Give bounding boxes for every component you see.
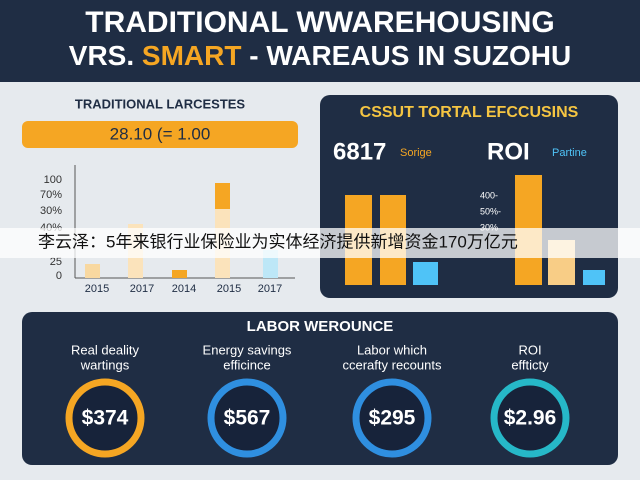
caption-band <box>0 228 640 258</box>
item-label: wartings <box>80 357 130 372</box>
bar <box>85 264 100 278</box>
y-label: 30% <box>40 205 62 217</box>
item-value: $567 <box>224 407 271 430</box>
item-label: effticty <box>511 357 549 372</box>
stat-label: Partine <box>552 147 587 159</box>
axis-label: 400- <box>480 190 498 200</box>
x-label: 2015 <box>217 283 241 295</box>
panel-title: CSSUT TORTAL EFCCUSINS <box>360 104 579 121</box>
item-label: ROI <box>518 342 541 357</box>
stat-value: ROI <box>487 138 530 165</box>
item-label: Labor which <box>357 342 427 357</box>
bar <box>413 262 438 285</box>
header-band <box>0 0 640 82</box>
banner-text: 28.10 (= 1.00 <box>110 124 211 143</box>
x-label: 2017 <box>130 283 154 295</box>
ring <box>65 378 145 458</box>
header-title: TRADITIONAL WWAREHOUSING <box>85 6 554 39</box>
ring <box>490 378 570 458</box>
item-value: $2.96 <box>504 407 557 430</box>
axis-label: 50%- <box>480 206 501 216</box>
y-label: 25 <box>50 256 62 268</box>
x-label: 2014 <box>172 283 196 295</box>
x-label: 2017 <box>258 283 282 295</box>
bar <box>583 270 605 285</box>
item-label: ccerafty recounts <box>343 357 442 372</box>
y-label: 70% <box>40 189 62 201</box>
item-value: $295 <box>369 407 416 430</box>
bar <box>172 270 187 278</box>
header-subtitle: VRS. SMART - WAREAUS IN SUZOHU <box>69 40 571 71</box>
y-label: 100 <box>44 174 62 186</box>
title-highlight: SMART <box>142 40 242 71</box>
bottom-panel <box>22 312 618 465</box>
bar <box>215 183 230 209</box>
caption: 李云泽：5年来银行业保险业为实体经济提供新增资金170万亿元 <box>38 232 518 251</box>
item-label: Energy savings <box>203 342 292 357</box>
item-label: efficince <box>223 357 270 372</box>
axis-label: 30% <box>480 222 498 232</box>
panel-title: LABOR WEROUNCE <box>247 318 394 335</box>
ring <box>352 378 432 458</box>
y-label: 0 <box>56 270 62 282</box>
ring <box>207 378 287 458</box>
item-label: Real deality <box>71 342 139 357</box>
stat-label: Sorige <box>400 147 432 159</box>
panel-title: TRADITIONAL LARCESTES <box>75 96 246 111</box>
stat-value: 6817 <box>333 138 386 165</box>
title-part: VRS. <box>69 40 134 71</box>
x-label: 2015 <box>85 283 109 295</box>
item-value: $374 <box>82 407 129 430</box>
title-part: - WAREAUS IN SUZOHU <box>249 40 571 71</box>
banner <box>22 121 298 148</box>
